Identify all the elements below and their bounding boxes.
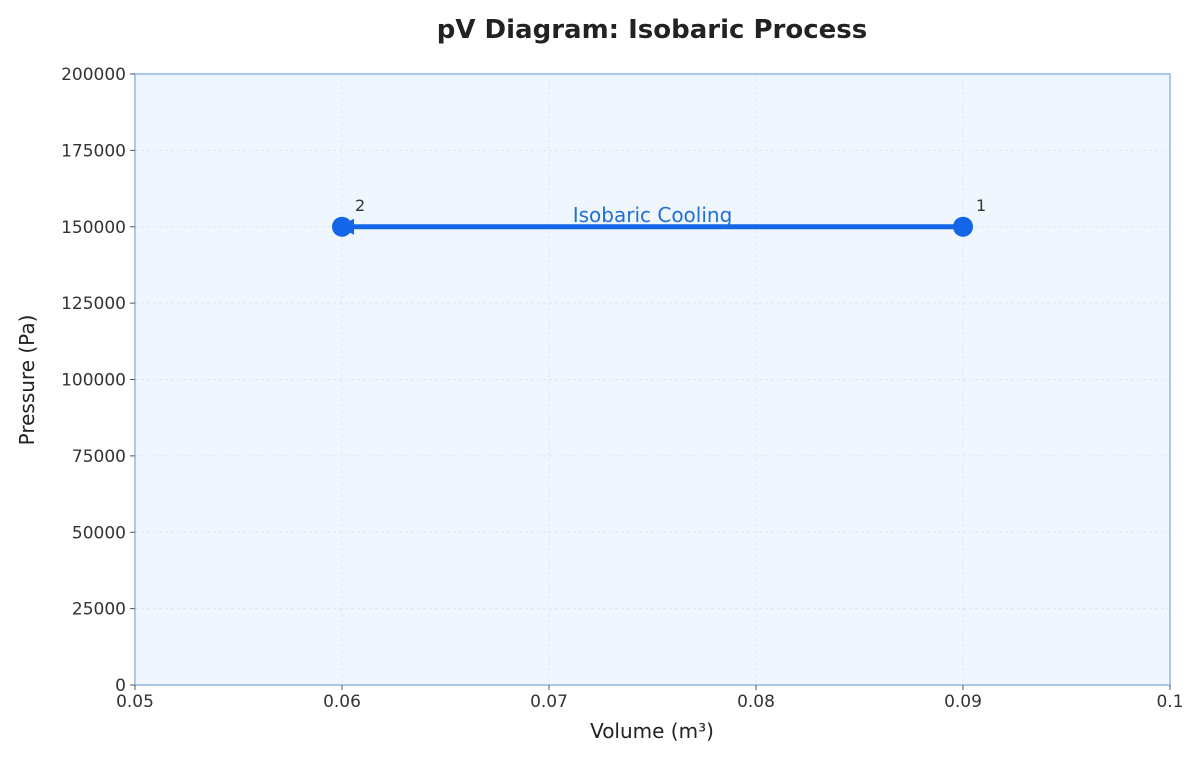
y-tick-label: 100000 bbox=[61, 371, 126, 391]
x-tick-label: 0.09 bbox=[944, 692, 982, 712]
y-tick-label: 75000 bbox=[72, 447, 126, 467]
state-label-1: 1 bbox=[976, 196, 986, 215]
x-tick-label: 0.05 bbox=[116, 692, 154, 712]
series: 1 2 Isobaric Cooling bbox=[332, 196, 986, 237]
y-tick-label: 150000 bbox=[61, 218, 126, 238]
chart-title: pV Diagram: Isobaric Process bbox=[437, 15, 867, 45]
x-tick-label: 0.08 bbox=[737, 692, 775, 712]
x-tick-label: 0.07 bbox=[530, 692, 568, 712]
state-point-2 bbox=[332, 216, 352, 237]
y-tick-label: 175000 bbox=[61, 141, 126, 161]
x-tick-label: 0.1 bbox=[1156, 692, 1183, 712]
state-label-2: 2 bbox=[355, 196, 365, 215]
y-axis-ticks: 0 25000 50000 75000 100000 125000 150000 175000… bbox=[61, 65, 135, 696]
y-tick-label: 50000 bbox=[72, 523, 126, 543]
y-tick-label: 25000 bbox=[72, 600, 126, 620]
y-axis-label: Pressure (Pa) bbox=[15, 315, 39, 446]
x-axis-label: Volume (m³) bbox=[590, 719, 714, 743]
process-annotation: Isobaric Cooling bbox=[573, 203, 733, 227]
x-axis-ticks: 0.05 0.06 0.07 0.08 0.09 0.1 bbox=[116, 685, 1184, 712]
y-tick-label: 200000 bbox=[61, 65, 126, 85]
y-tick-label: 125000 bbox=[61, 294, 126, 314]
y-tick-label: 0 bbox=[115, 676, 126, 696]
state-point-1 bbox=[953, 216, 973, 237]
x-tick-label: 0.06 bbox=[323, 692, 361, 712]
